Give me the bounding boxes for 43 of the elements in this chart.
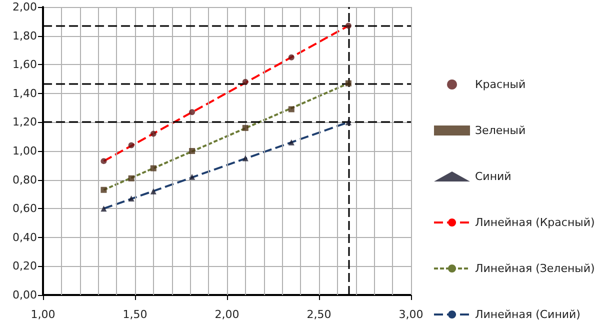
x-tick-label: 3,00 [398,308,424,321]
point [128,142,134,148]
legend-label: Синий [475,170,512,183]
legend-label: Красный [475,78,526,91]
point [128,175,134,182]
y-tick-label: 0,80 [12,173,37,186]
y-tick-label: 1,80 [12,29,37,42]
y-tick-label: 2,00 [12,0,37,14]
point [150,130,156,137]
y-tick-label: 1,60 [12,58,37,72]
y-tick-label: 0,20 [12,260,37,273]
point [150,165,156,172]
point [345,22,352,29]
point [189,109,196,116]
legend-label: Линейная (Зеленый) [475,262,595,275]
x-tick-label: 2,50 [306,308,332,321]
legend-label: Линейная (Синий) [475,308,580,321]
x-tick-label: 2,00 [214,308,240,321]
point [242,78,248,85]
point [242,155,248,162]
point [128,196,134,202]
point [100,158,107,164]
legend-label: Зеленый [475,124,526,137]
y-tick-label: 1,40 [12,86,37,100]
point [288,106,294,112]
point [345,80,352,86]
point [100,186,107,193]
y-tick-label: 0,00 [12,288,37,302]
point [189,174,196,180]
y-tick-label: 0,40 [12,230,37,244]
point [288,139,294,146]
y-tick-label: 0,60 [12,202,37,216]
point [150,188,156,194]
point [189,148,196,154]
y-tick-label: 1,20 [12,116,37,129]
point [288,54,294,60]
legend-label: Линейная (Красный) [475,216,595,229]
y-tick-label: 1,00 [12,144,37,158]
x-tick-label: 1,50 [122,308,148,321]
point [100,206,107,212]
point [345,119,352,126]
point [242,124,248,131]
x-tick-label: 1,00 [30,308,56,321]
